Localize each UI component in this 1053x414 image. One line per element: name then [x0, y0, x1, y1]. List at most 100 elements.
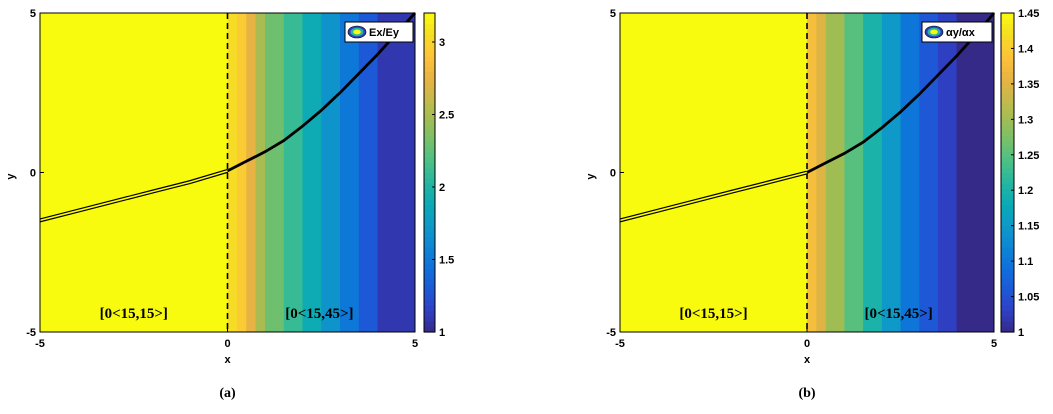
colorbar-segment — [424, 310, 435, 317]
colorbar-segment — [1001, 124, 1014, 131]
colorbar-segment — [1001, 55, 1014, 62]
colorbar-segment — [1001, 140, 1014, 147]
heatmap-band — [844, 13, 864, 332]
colorbar-segment — [424, 284, 435, 291]
colorbar-segment — [1001, 316, 1014, 322]
colorbar-segment — [1001, 262, 1014, 269]
region-label-left: [0<15,15>] — [100, 306, 168, 322]
chart-panel-1: -5 0 5 -5 0 5 x y [0<15,15>] [0<15,45>] Ex/Ey 1 1.5 2… — [5, 8, 454, 401]
colorbar-segment — [424, 167, 435, 174]
colorbar-segment — [1001, 230, 1014, 237]
y-axis-label: y — [585, 173, 597, 180]
colorbar-segment — [424, 177, 435, 184]
colorbar-segment — [1001, 145, 1014, 152]
y-axis-label: y — [5, 173, 17, 180]
colorbar-tick-label: 1.25 — [1018, 150, 1039, 162]
colorbar-segment — [1001, 23, 1014, 30]
legend-label: αy/αx — [946, 27, 976, 39]
colorbar-segment — [1001, 199, 1014, 205]
heatmap-band — [937, 13, 957, 332]
colorbar-segment — [1001, 215, 1014, 221]
colorbar-segment — [424, 172, 435, 179]
curve-right — [226, 12, 417, 173]
colorbar-segment — [424, 92, 435, 99]
x-axis-label: x — [804, 354, 811, 366]
colorbar-segment — [424, 257, 435, 264]
colorbar-segment — [424, 262, 435, 269]
colorbar-tick-label: 2 — [439, 182, 445, 194]
colorbar-segment — [424, 273, 435, 280]
colorbar-segment — [1001, 135, 1014, 142]
colorbar-segment — [424, 114, 435, 120]
x-tick-label: 5 — [991, 338, 997, 350]
heatmap-band — [321, 13, 341, 332]
region-label-left: [0<15,15>] — [679, 306, 747, 322]
colorbar-segment — [1001, 28, 1014, 35]
colorbar-segment — [424, 151, 435, 158]
colorbar: 1 1.5 2 2.5 3 — [423, 12, 454, 339]
colorbar-segment — [424, 13, 435, 19]
colorbar-segment — [424, 326, 435, 333]
colorbar-segment — [1001, 305, 1014, 312]
colorbar-segment — [424, 321, 435, 328]
colorbar-segment — [1001, 167, 1014, 174]
region-label-right: [0<15,45>] — [864, 306, 932, 322]
colorbar-segment — [1001, 44, 1014, 51]
colorbar-segment — [1001, 71, 1014, 78]
colorbar-segment — [424, 220, 435, 227]
colorbar-segment — [424, 28, 435, 35]
colorbar-tick-label: 2.5 — [439, 110, 454, 122]
heatmap-band — [246, 13, 257, 332]
colorbar-segment — [1001, 151, 1014, 158]
colorbar-segment — [1001, 13, 1014, 19]
colorbar-segment — [424, 305, 435, 312]
colorbar-segment — [1001, 82, 1014, 89]
colorbar-segment — [1001, 87, 1014, 94]
colorbar-segment — [1001, 225, 1014, 232]
y-tick-label: 5 — [610, 8, 616, 20]
region-label-right: [0<15,45>] — [285, 306, 353, 322]
colorbar-segment — [424, 140, 435, 147]
y-tick-label: 0 — [610, 168, 616, 180]
x-tick-label: 0 — [224, 338, 230, 350]
colorbar-frame — [423, 12, 436, 333]
colorbar-segment — [424, 87, 435, 94]
colorbar-segment — [1001, 108, 1014, 115]
panel-caption: (a) — [219, 386, 236, 401]
heatmap-band — [340, 13, 360, 332]
heatmap-band — [900, 13, 920, 332]
colorbar-segment — [424, 76, 435, 83]
colorbar-segment — [1001, 119, 1014, 126]
colorbar-segment — [1001, 284, 1014, 291]
colorbar-tick-label: 1.2 — [1018, 185, 1033, 197]
colorbar-segment — [1001, 252, 1014, 259]
colorbar-segment — [1001, 103, 1014, 110]
colorbar-segment — [424, 23, 435, 30]
colorbar-segment — [424, 135, 435, 142]
colorbar-segment — [1001, 257, 1014, 264]
heatmap-band — [302, 13, 322, 332]
colorbar-segment — [1001, 321, 1014, 328]
colorbar-segment — [1001, 300, 1014, 307]
chart-panel-2: -5 0 5 -5 0 5 x y [0<15,15>] [0<15,45>] αy/αx 1 1.05… — [585, 8, 1039, 401]
heatmap-band — [40, 13, 228, 332]
colorbar-segment — [424, 209, 435, 216]
colorbar-tick-label: 1.3 — [1018, 114, 1033, 126]
colorbar-segment — [1001, 92, 1014, 99]
colorbar-segment — [1001, 326, 1014, 333]
heatmap-band — [825, 13, 845, 332]
colorbar-tick-label: 1 — [439, 327, 445, 339]
colorbar-segment — [1001, 161, 1014, 168]
colorbar-segment — [424, 161, 435, 168]
colorbar-segment — [424, 246, 435, 253]
x-tick-label: 5 — [412, 338, 418, 350]
colorbar-segment — [424, 236, 435, 243]
legend: Ex/Ey — [344, 21, 414, 43]
colorbar-segment — [424, 204, 435, 211]
x-tick-label: -5 — [35, 338, 45, 350]
colorbar-tick-label: 1.15 — [1018, 221, 1039, 233]
x-tick-label: -5 — [615, 338, 625, 350]
colorbar-segment — [424, 18, 435, 25]
colorbar-segment — [424, 39, 435, 46]
colorbar-segment — [1001, 220, 1014, 227]
